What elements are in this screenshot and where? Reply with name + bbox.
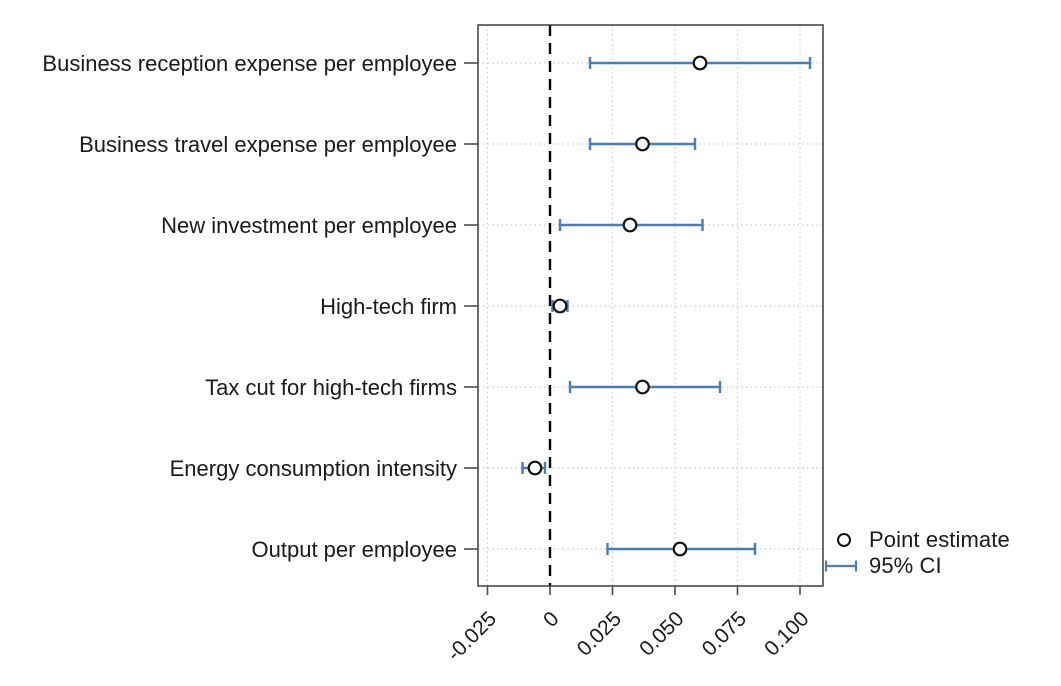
y-axis-label: Business travel expense per employee	[79, 132, 457, 157]
legend-glyph	[824, 533, 866, 547]
x-axis-label: 0.025	[573, 607, 626, 660]
legend-label-ci: 95% CI	[869, 553, 942, 578]
x-axis-label: 0.075	[698, 607, 751, 660]
x-axis-label: -0.025	[443, 607, 501, 665]
legend-entry-point-estimate: Point estimate	[824, 527, 1010, 553]
point-estimate-marker	[622, 217, 638, 233]
point-estimate-marker	[527, 460, 543, 476]
ci-line-icon	[824, 560, 858, 572]
legend: Point estimate 95% CI	[824, 527, 1010, 579]
legend-label-point-estimate: Point estimate	[869, 527, 1010, 552]
point-estimate-marker	[635, 379, 650, 395]
x-axis-label: 0.050	[635, 607, 688, 660]
y-axis-label: New investment per employee	[161, 213, 457, 238]
y-axis-label: Business reception expense per employee	[42, 51, 457, 76]
x-axis-label: 0.100	[760, 607, 813, 660]
y-axis-label: Output per employee	[252, 537, 457, 562]
point-estimate-marker	[692, 55, 708, 71]
legend-glyph	[824, 559, 866, 573]
y-axis-label: Tax cut for high-tech firms	[205, 375, 457, 400]
point-estimate-marker	[635, 136, 650, 152]
point-estimate-marker	[552, 298, 568, 314]
y-axis-label: High-tech firm	[320, 294, 457, 319]
point-estimate-marker	[672, 541, 688, 557]
y-axis-label: Energy consumption intensity	[170, 456, 457, 481]
open-circle-icon	[837, 533, 851, 547]
legend-entry-ci: 95% CI	[824, 553, 1010, 579]
x-axis-label: 0	[539, 607, 564, 632]
